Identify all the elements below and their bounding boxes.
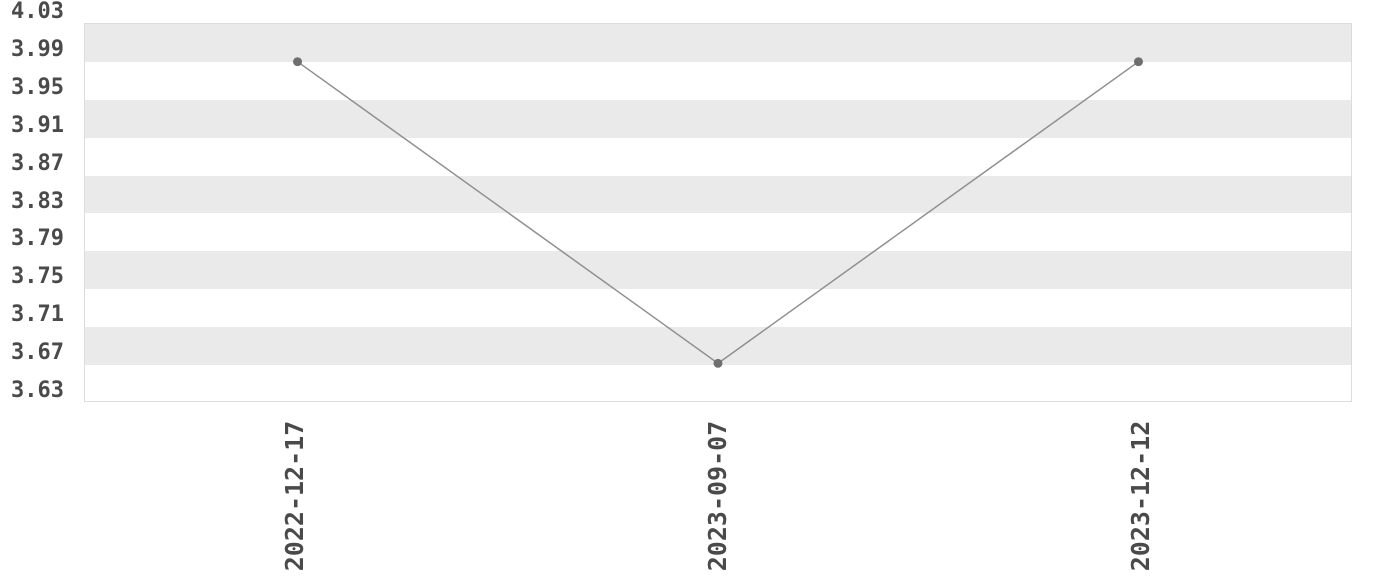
y-tick-label: 3.75 bbox=[11, 264, 64, 290]
grid-stripe bbox=[85, 24, 1351, 62]
x-tick-label: 2023-12-12 bbox=[1125, 420, 1155, 572]
x-tick-label: 2022-12-17 bbox=[280, 420, 310, 572]
series-line bbox=[297, 61, 1139, 365]
data-point[interactable] bbox=[293, 57, 303, 67]
y-tick-label: 3.99 bbox=[11, 36, 64, 62]
y-tick-label: 3.67 bbox=[11, 340, 64, 366]
grid-stripe bbox=[85, 251, 1351, 290]
grid-stripe bbox=[85, 175, 1351, 214]
y-tick-label: 3.95 bbox=[11, 74, 64, 100]
data-point[interactable] bbox=[1133, 57, 1143, 67]
y-tick-label: 3.79 bbox=[11, 226, 64, 252]
x-tick-label: 2023-09-07 bbox=[703, 420, 732, 572]
grid-stripe bbox=[85, 327, 1351, 366]
y-tick-label: 3.83 bbox=[11, 188, 64, 214]
y-tick-label: 3.71 bbox=[11, 302, 64, 328]
y-tick-label: 3.63 bbox=[11, 378, 64, 403]
plot-area bbox=[84, 23, 1352, 402]
data-point[interactable] bbox=[713, 358, 723, 368]
y-tick-label: 3.91 bbox=[11, 112, 64, 138]
y-tick-label: 4.03 bbox=[11, 0, 64, 24]
y-tick-label: 3.87 bbox=[11, 150, 64, 176]
series-svg bbox=[293, 57, 1143, 368]
grid-stripe bbox=[85, 99, 1351, 138]
